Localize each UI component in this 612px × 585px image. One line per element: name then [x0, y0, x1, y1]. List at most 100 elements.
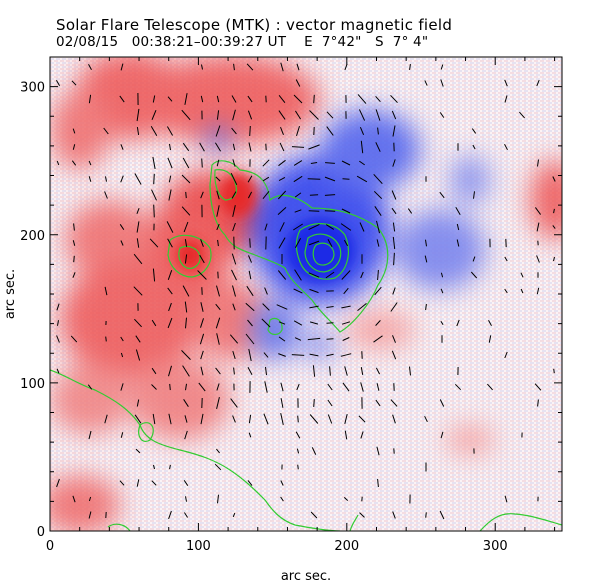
field-vector [134, 173, 142, 185]
field-vector [262, 176, 270, 182]
field-vector [373, 190, 383, 200]
field-strength-contours [50, 160, 562, 531]
field-vector [136, 221, 140, 233]
field-vector [230, 172, 238, 186]
field-vector [103, 127, 109, 135]
field-vector [88, 496, 92, 502]
field-vector [325, 224, 335, 230]
field-vector [537, 159, 539, 167]
field-vector [536, 222, 540, 232]
field-vector [72, 128, 76, 134]
field-vector [294, 337, 302, 341]
field-vector [231, 269, 237, 281]
field-vector [214, 142, 222, 152]
field-vector [377, 127, 379, 135]
field-vector [200, 302, 204, 312]
field-vector [200, 350, 204, 360]
field-vector [120, 144, 124, 150]
field-vector [359, 512, 365, 518]
field-vector [72, 240, 76, 246]
field-vector [392, 335, 396, 343]
field-vector [360, 271, 364, 279]
field-vector [308, 223, 320, 231]
field-vector [390, 302, 398, 312]
field-vector [440, 431, 444, 439]
field-vector [120, 175, 124, 183]
field-vector [169, 383, 171, 391]
field-vector [232, 222, 236, 232]
field-vector [184, 301, 188, 313]
field-vector [324, 176, 336, 182]
field-vector [87, 384, 93, 390]
field-vector [294, 269, 302, 281]
field-vector [537, 399, 539, 407]
y-tick-label: 200 [20, 229, 45, 244]
field-vector [391, 207, 397, 215]
field-vector [151, 367, 157, 375]
field-vector [504, 95, 508, 103]
field-vector [216, 448, 220, 454]
field-vector [375, 399, 381, 407]
field-vector [470, 271, 478, 279]
field-vector [135, 349, 141, 361]
field-vector [360, 431, 364, 439]
field-vector [553, 368, 555, 374]
field-vector [248, 432, 252, 438]
field-vector [377, 478, 379, 488]
field-vector [247, 110, 253, 120]
field-vector [312, 365, 316, 377]
field-vector [265, 366, 267, 376]
field-vector [277, 270, 287, 280]
field-vector [456, 319, 460, 327]
field-vector [120, 432, 124, 438]
field-vector [357, 303, 367, 311]
field-vector [182, 157, 190, 169]
field-vector [120, 383, 124, 391]
field-vector [185, 383, 187, 391]
field-vector [184, 430, 188, 440]
field-vector [520, 288, 524, 294]
field-vector [55, 80, 61, 86]
field-vector [280, 62, 284, 72]
field-vector [135, 448, 141, 454]
field-vector [487, 383, 493, 391]
field-vector [279, 142, 285, 152]
field-vector [153, 204, 155, 218]
field-vector [88, 511, 92, 519]
field-vector [119, 95, 125, 103]
field-vector [231, 191, 237, 199]
field-vector [185, 191, 187, 199]
field-vector [360, 382, 364, 392]
field-vector [201, 64, 203, 70]
field-vector [134, 414, 142, 424]
field-vector [215, 125, 221, 137]
field-vector [375, 95, 381, 103]
field-vector [296, 125, 300, 137]
field-vector [278, 94, 286, 104]
field-vector [440, 272, 444, 278]
field-vector [199, 254, 205, 264]
field-vector [262, 303, 270, 311]
field-vector [168, 175, 172, 183]
field-vector [245, 302, 255, 312]
field-vector [231, 95, 237, 103]
field-vector [88, 94, 92, 104]
field-vector [327, 239, 333, 247]
field-vector [309, 321, 319, 325]
field-vector [329, 366, 331, 376]
field-vector [278, 176, 286, 182]
field-vector [216, 110, 220, 120]
field-vector [294, 192, 302, 198]
field-vector [293, 160, 303, 166]
field-vector [309, 110, 319, 120]
field-vector [232, 512, 236, 518]
field-vector [393, 252, 395, 266]
field-vector [519, 111, 525, 119]
field-vector [232, 109, 236, 121]
field-vector [341, 270, 351, 280]
field-vector [200, 191, 204, 199]
field-vector [391, 190, 397, 200]
field-vector [296, 383, 300, 391]
field-vector [536, 255, 540, 263]
field-vector [184, 254, 188, 264]
